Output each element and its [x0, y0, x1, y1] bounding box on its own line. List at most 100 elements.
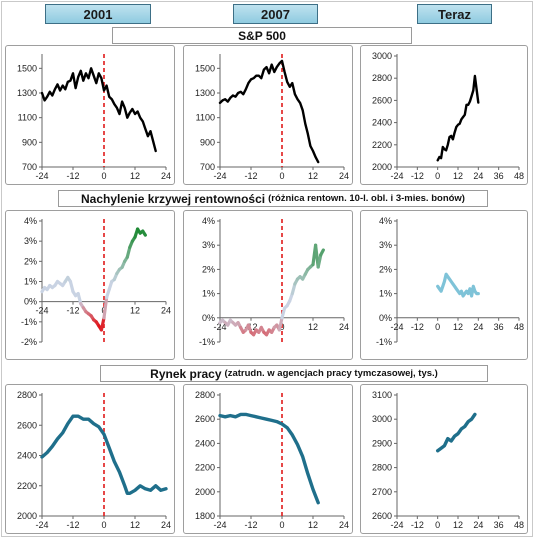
x-tick-label: -12 — [66, 306, 79, 316]
x-tick-label: 24 — [339, 322, 349, 332]
y-tick-label: 1300 — [195, 88, 215, 98]
y-tick-label: 4% — [202, 216, 215, 226]
chart-labor-now: 2600 2700 2800 2900 3000 3100 -24 -12 0 12 24 36 48 — [360, 384, 528, 534]
section-title: S&P 500 — [238, 28, 286, 43]
section-header-labor: Rynek pracy (zatrudn. w agencjach pracy … — [100, 365, 488, 382]
y-tick-label: 2800 — [372, 463, 392, 473]
chart-svg: -1% 0% 1% 2% 3% 4% -24 -12 0 12 24 36 48 — [376, 216, 524, 347]
y-tick-label: 2800 — [17, 390, 37, 400]
y-tick-label: 1% — [202, 289, 215, 299]
series-line — [218, 59, 320, 164]
y-tick-label: 1300 — [17, 88, 37, 98]
section-subtitle: (różnica rentown. 10-l. obl. i 3-mies. b… — [268, 193, 465, 204]
y-tick-label: 2200 — [195, 463, 215, 473]
chart-sp500-now: 2000 2200 2400 2600 2800 3000 -24 -12 0 12 24 36 48 — [360, 45, 528, 185]
series-segment — [125, 245, 132, 259]
y-tick-label: 2% — [24, 256, 37, 266]
x-tick-label: 12 — [130, 171, 140, 181]
series-segment — [141, 229, 147, 237]
series-line — [436, 272, 480, 298]
x-tick-label: 12 — [308, 171, 318, 181]
column-header-2001: 2001 — [45, 4, 151, 24]
section-header-sp500: S&P 500 — [112, 27, 412, 44]
series-segment — [99, 316, 106, 332]
y-tick-label: 2600 — [372, 511, 392, 521]
y-tick-label: 1% — [379, 289, 392, 299]
x-tick-label: 48 — [514, 322, 524, 332]
y-tick-label: 3000 — [372, 51, 392, 61]
x-tick-label: -12 — [244, 520, 257, 530]
x-tick-label: 24 — [473, 171, 483, 181]
x-tick-label: -24 — [35, 171, 48, 181]
y-tick-label: 4% — [24, 216, 37, 226]
chart-sp500-2007: 700 900 1100 1300 1500 -24 -12 0 12 24 — [183, 45, 353, 185]
y-tick-label: 3% — [202, 240, 215, 250]
y-tick-label: 3000 — [372, 414, 392, 424]
x-tick-label: -12 — [411, 520, 424, 530]
x-tick-label: 24 — [161, 306, 171, 316]
x-tick-label: 12 — [130, 306, 140, 316]
y-tick-label: 3% — [24, 236, 37, 246]
y-tick-label: 2800 — [195, 390, 215, 400]
column-header-2007: 2007 — [233, 4, 318, 24]
y-tick-label: -1% — [199, 337, 215, 347]
y-tick-label: 2600 — [372, 95, 392, 105]
x-tick-label: 24 — [339, 171, 349, 181]
x-tick-label: -12 — [244, 171, 257, 181]
x-tick-label: 36 — [494, 322, 504, 332]
x-tick-label: 36 — [494, 520, 504, 530]
x-tick-label: 24 — [339, 520, 349, 530]
section-title: Rynek pracy — [150, 366, 222, 381]
x-tick-label: 24 — [161, 171, 171, 181]
x-tick-label: -12 — [66, 171, 79, 181]
x-tick-label: 0 — [435, 520, 440, 530]
y-tick-label: 2800 — [372, 73, 392, 83]
y-tick-label: 1100 — [196, 113, 215, 123]
x-tick-label: 12 — [453, 171, 463, 181]
series-segment — [280, 306, 287, 320]
chart-svg: 2000 2200 2400 2600 2800 3000 -24 -12 0 12 24 36 48 — [372, 51, 524, 181]
y-tick-label: 2400 — [195, 438, 215, 448]
y-tick-label: 3% — [379, 240, 392, 250]
y-tick-label: 900 — [200, 137, 215, 147]
chart-svg: 700 900 1100 1300 1500 -24 -12 0 12 24 — [195, 54, 349, 181]
series-segment — [76, 291, 83, 306]
section-subtitle: (zatrudn. w agencjach pracy tymczasowej,… — [224, 368, 438, 379]
y-tick-label: 2200 — [17, 481, 37, 491]
x-tick-label: 0 — [101, 171, 106, 181]
section-title: Nachylenie krzywej rentowności — [81, 191, 266, 206]
series-segment — [319, 248, 325, 257]
y-tick-label: 700 — [22, 162, 37, 172]
x-tick-label: 12 — [308, 322, 318, 332]
x-tick-label: 12 — [130, 520, 140, 530]
x-tick-label: -24 — [390, 520, 403, 530]
y-tick-label: 0% — [24, 297, 37, 307]
y-tick-label: 4% — [379, 216, 392, 226]
y-tick-label: 2% — [379, 264, 392, 274]
y-tick-label: 2000 — [195, 487, 215, 497]
x-tick-label: 0 — [435, 171, 440, 181]
y-tick-label: 0% — [202, 313, 215, 323]
chart-yield-now: -1% 0% 1% 2% 3% 4% -24 -12 0 12 24 36 48 — [360, 210, 528, 360]
x-tick-label: -24 — [390, 322, 403, 332]
x-tick-label: -24 — [213, 171, 226, 181]
y-tick-label: 2% — [202, 264, 215, 274]
x-tick-label: -12 — [411, 322, 424, 332]
x-tick-label: 12 — [453, 520, 463, 530]
section-header-yield: Nachylenie krzywej rentowności (różnica … — [58, 190, 488, 207]
x-tick-label: 36 — [494, 171, 504, 181]
y-tick-label: 1500 — [17, 63, 37, 73]
y-tick-label: 2400 — [17, 451, 37, 461]
series-segment — [277, 316, 284, 332]
x-tick-label: -24 — [213, 322, 226, 332]
x-tick-label: -24 — [35, 306, 48, 316]
series-line — [40, 67, 157, 153]
y-tick-label: -2% — [21, 337, 37, 347]
chart-labor-2001: 2000 2200 2400 2600 2800 -24 -12 0 12 24 — [5, 384, 175, 534]
x-tick-label: -24 — [35, 520, 48, 530]
